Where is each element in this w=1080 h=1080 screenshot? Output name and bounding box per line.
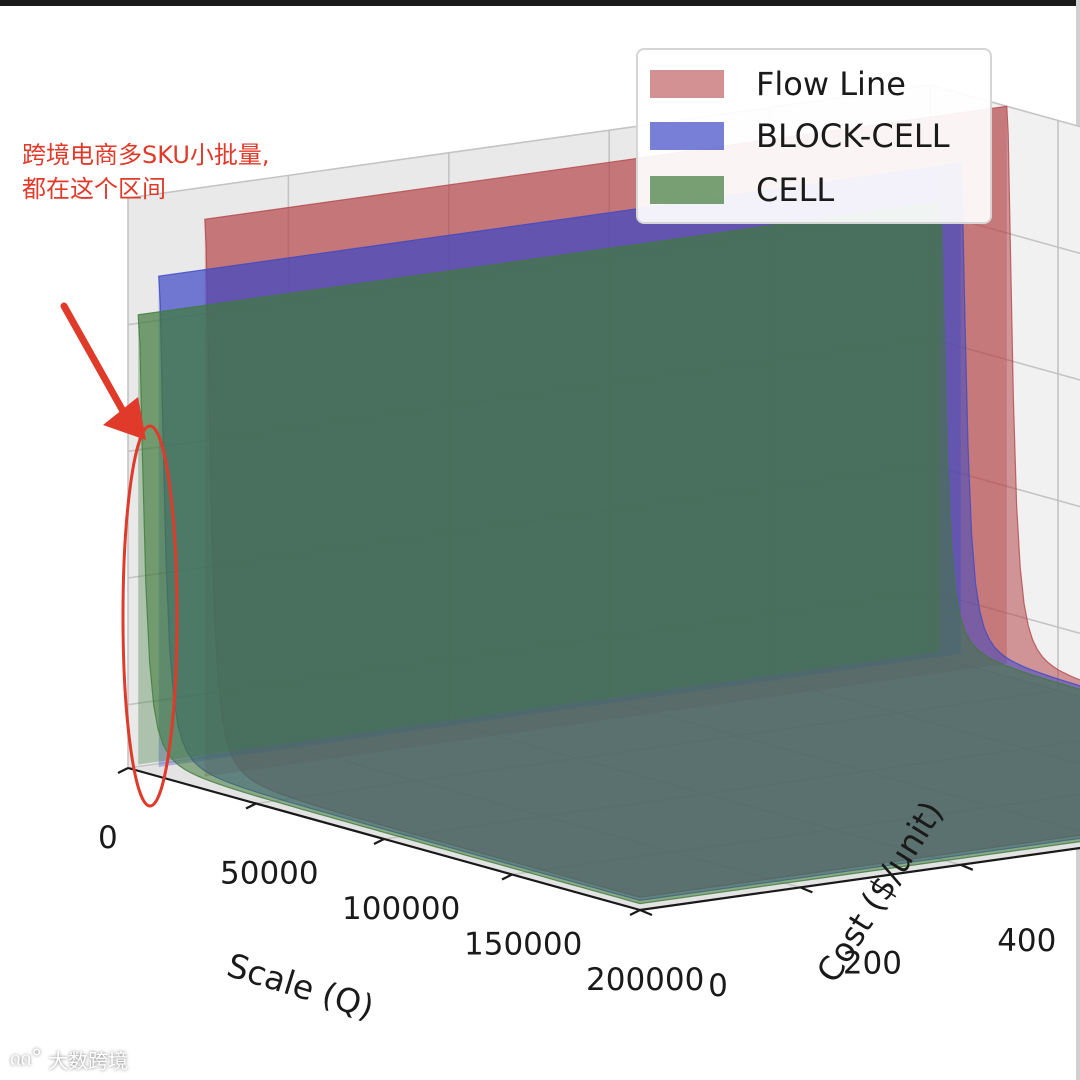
annotation-marks [60, 302, 179, 808]
y-tick [799, 886, 813, 894]
x-tick [245, 802, 257, 810]
x-tick-label: 200000 [586, 962, 704, 998]
watermark-text: 大数跨境 [48, 1048, 129, 1073]
x-tick-label: 150000 [464, 927, 582, 963]
legend-item-flow-line: Flow Line [650, 64, 906, 104]
legend-item-cell: CELL [650, 170, 834, 210]
axis-ticks [117, 766, 1080, 917]
surfaces [137, 105, 1080, 905]
annotation-text: 跨境电商多SKU小批量, 都在这个区间 [22, 141, 270, 203]
surface-wall-cell [138, 201, 941, 765]
y-axis-line [639, 846, 1080, 912]
y-tick-label: 0 [708, 968, 728, 1004]
x-axis-label: Scale (Q) [223, 945, 379, 1026]
legend-swatch [650, 70, 724, 98]
annotation-ellipse [121, 424, 179, 808]
watermark: ᦶ° 大数跨境 [10, 1042, 128, 1076]
legend-label: CELL [756, 171, 835, 209]
legend: Flow Line BLOCK-CELL CELL [636, 48, 992, 224]
x-tick [373, 838, 385, 845]
x-tick-label: 0 [98, 820, 118, 856]
x-tick [117, 767, 129, 774]
annotation-arrow-shaft [60, 302, 132, 424]
x-tick-label: 50000 [220, 856, 319, 892]
y-tick [639, 908, 653, 917]
legend-item-block-cell: BLOCK-CELL [650, 116, 950, 156]
y-tick [960, 863, 974, 871]
y-tick-label: 200 [843, 945, 902, 981]
y-tick-label: 400 [997, 923, 1056, 959]
legend-label: BLOCK-CELL [756, 117, 950, 155]
legend-swatch [650, 122, 724, 150]
tick-labels: 0500001000001500002000000200400600800100… [98, 820, 1056, 1004]
cat-paw-icon: ᦶ° [10, 1046, 43, 1071]
annotation-arrow-head [103, 397, 146, 440]
legend-swatch [650, 176, 724, 204]
x-tick [629, 909, 641, 916]
legend-label: Flow Line [756, 65, 906, 103]
x-tick [501, 873, 513, 881]
window-top-border [0, 0, 1080, 6]
x-tick-label: 100000 [342, 891, 460, 927]
surface-cell [137, 201, 1080, 905]
